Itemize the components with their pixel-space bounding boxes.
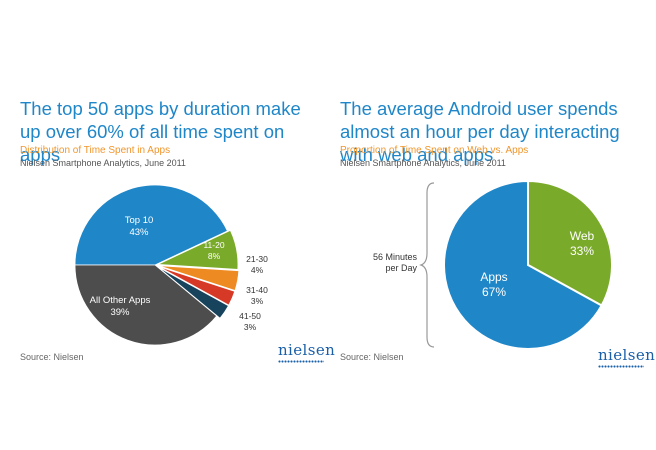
left-panel: The top 50 apps by duration make up over… <box>20 98 335 363</box>
pie-slice-31-40 <box>158 266 236 306</box>
pie-chart-web-vs-apps: Web 33% Apps 67% <box>443 179 613 350</box>
left-footer-source: Source: Nielsen <box>20 352 84 362</box>
pie-slice-21-30 <box>158 265 240 291</box>
slice-label-21-30: 21-30 4% <box>246 254 268 275</box>
pie-slice-top-10 <box>74 184 228 266</box>
pie-slice-web <box>527 179 613 307</box>
slice-label-web: Web 33% <box>570 229 595 258</box>
right-headline: The average Android user spends almost a… <box>340 98 620 165</box>
slice-label-11-20: 11-20 8% <box>203 240 224 261</box>
pie-slice-11-20 <box>157 229 239 270</box>
slice-label-41-50: 41-50 3% <box>239 311 261 332</box>
right-footer-source: Source: Nielsen <box>340 352 404 362</box>
nielsen-logo: nielsen <box>598 348 655 368</box>
pie-slice-apps <box>443 179 603 350</box>
left-source-line: Nielsen Smartphone Analytics, June 2011 <box>20 158 186 168</box>
nielsen-logo-text: nielsen <box>278 341 336 359</box>
bracket-icon <box>419 182 435 348</box>
left-chart-subtitle: Distribution of Time Spent in Apps <box>20 145 171 156</box>
left-headline: The top 50 apps by duration make up over… <box>20 98 301 165</box>
nielsen-logo-text: nielsen <box>598 346 656 364</box>
pie-slice-all-other-apps <box>74 264 218 346</box>
slice-label-all-other-apps: All Other Apps 39% <box>90 295 151 318</box>
nielsen-logo: nielsen <box>278 343 335 363</box>
right-chart-subtitle: Proportion of Time Spent on Web vs. Apps <box>340 145 529 156</box>
slice-label-31-40: 31-40 3% <box>246 285 268 306</box>
nielsen-logo-dots <box>598 365 644 368</box>
nielsen-logo-dots <box>278 360 324 363</box>
pie-slice-41-50 <box>158 266 229 319</box>
right-source-line: Nielsen Smartphone Analytics, June 2011 <box>340 158 506 168</box>
duration-label-line2: per Day <box>385 263 417 273</box>
slice-label-top-10: Top 10 43% <box>125 215 154 238</box>
right-panel: The average Android user spends almost a… <box>328 0 656 450</box>
duration-label: 56 Minutes per Day <box>337 252 417 274</box>
slice-label-apps: Apps 67% <box>480 270 507 299</box>
pie-chart-app-time: Top 10 43% 11-20 8% 21-30 4% 31-40 3% 41-50 3% All… <box>74 184 268 346</box>
duration-label-line1: 56 Minutes <box>372 252 417 262</box>
